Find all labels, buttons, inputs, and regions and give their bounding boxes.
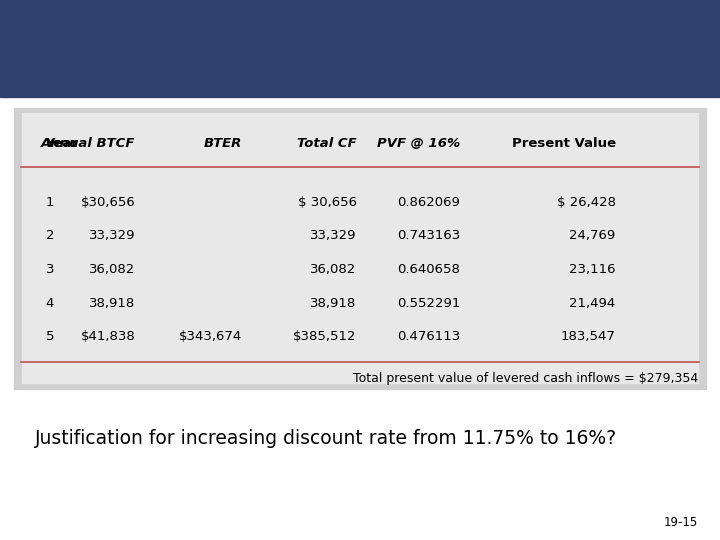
Text: 0.640658: 0.640658 bbox=[397, 263, 460, 276]
Text: 2: 2 bbox=[45, 230, 54, 242]
Text: 3: 3 bbox=[45, 263, 54, 276]
Text: 0.862069: 0.862069 bbox=[397, 195, 460, 208]
Text: 33,329: 33,329 bbox=[89, 230, 135, 242]
Text: 1: 1 bbox=[45, 195, 54, 208]
Text: 19-15: 19-15 bbox=[664, 516, 698, 529]
Text: 38,918: 38,918 bbox=[310, 296, 356, 309]
Text: Justification for increasing discount rate from 11.75% to 16%?: Justification for increasing discount ra… bbox=[35, 429, 617, 448]
Text: 21,494: 21,494 bbox=[570, 296, 616, 309]
Text: 38,918: 38,918 bbox=[89, 296, 135, 309]
Text: $30,656: $30,656 bbox=[81, 195, 135, 208]
Text: 183,547: 183,547 bbox=[561, 330, 616, 343]
Text: 0.476113: 0.476113 bbox=[397, 330, 460, 343]
Text: 4: 4 bbox=[45, 296, 54, 309]
Text: Year: Year bbox=[45, 137, 78, 150]
Text: $385,512: $385,512 bbox=[293, 330, 356, 343]
Text: 36,082: 36,082 bbox=[310, 263, 356, 276]
Text: 33,329: 33,329 bbox=[310, 230, 356, 242]
Text: 0.743163: 0.743163 bbox=[397, 230, 460, 242]
Text: 36,082: 36,082 bbox=[89, 263, 135, 276]
Text: Present Value of Levered Cash Flows: Present Value of Levered Cash Flows bbox=[32, 35, 639, 63]
Text: 5: 5 bbox=[45, 330, 54, 343]
Text: 0.552291: 0.552291 bbox=[397, 296, 460, 309]
Text: Total CF: Total CF bbox=[297, 137, 356, 150]
Text: Annual BTCF: Annual BTCF bbox=[41, 137, 135, 150]
Text: $ 30,656: $ 30,656 bbox=[297, 195, 356, 208]
Text: Present Value: Present Value bbox=[512, 137, 616, 150]
Text: 24,769: 24,769 bbox=[570, 230, 616, 242]
Text: $41,838: $41,838 bbox=[81, 330, 135, 343]
Text: $ 26,428: $ 26,428 bbox=[557, 195, 616, 208]
Text: $343,674: $343,674 bbox=[179, 330, 243, 343]
Text: Total present value of levered cash inflows = $279,354: Total present value of levered cash infl… bbox=[354, 373, 698, 386]
Text: 23,116: 23,116 bbox=[570, 263, 616, 276]
Text: BTER: BTER bbox=[204, 137, 243, 150]
Text: PVF @ 16%: PVF @ 16% bbox=[377, 137, 460, 150]
